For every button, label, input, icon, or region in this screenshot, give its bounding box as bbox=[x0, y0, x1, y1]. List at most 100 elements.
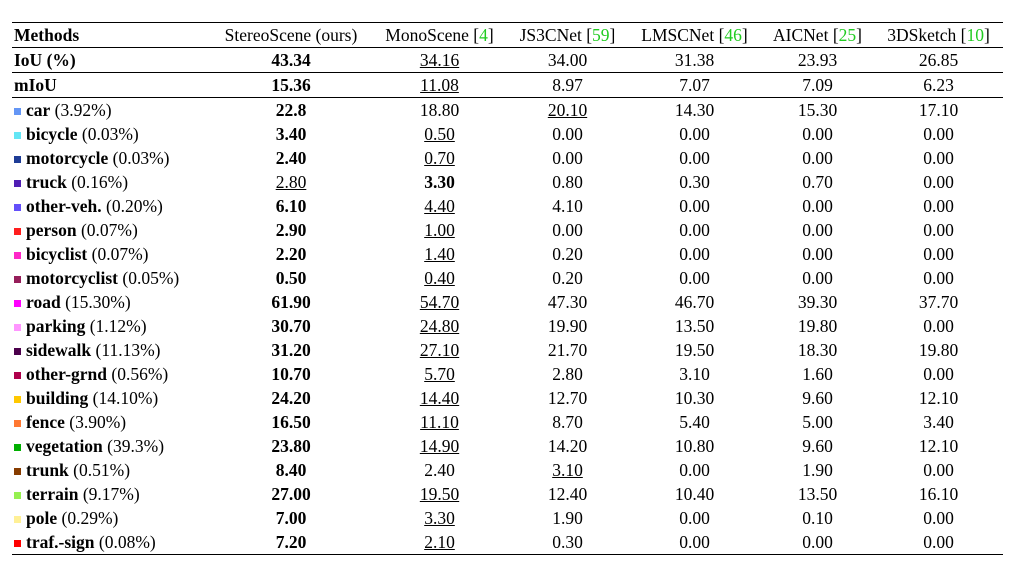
value: 0.50 bbox=[275, 268, 307, 288]
value-cell: 5.40 bbox=[628, 410, 761, 434]
value-cell: 0.00 bbox=[761, 218, 874, 242]
value-cell: 2.40 bbox=[372, 458, 507, 482]
method-header: StereoScene (ours) bbox=[210, 22, 372, 48]
value: 3.30 bbox=[424, 172, 455, 192]
value-cell: 5.70 bbox=[372, 362, 507, 386]
value-cell: 0.00 bbox=[628, 266, 761, 290]
value: 0.00 bbox=[802, 124, 833, 144]
value: 0.00 bbox=[802, 244, 833, 264]
value: 0.00 bbox=[923, 244, 954, 264]
value: 0.00 bbox=[802, 196, 833, 216]
value: 0.00 bbox=[923, 220, 954, 240]
value: 16.10 bbox=[918, 484, 959, 504]
value: 5.00 bbox=[802, 412, 833, 432]
value-cell: 17.10 bbox=[874, 98, 1003, 123]
value: 7.00 bbox=[275, 508, 307, 528]
value: 43.34 bbox=[271, 50, 311, 70]
value: 34.00 bbox=[547, 50, 588, 70]
class-frequency: (3.92%) bbox=[54, 100, 112, 120]
value-cell: 11.10 bbox=[372, 410, 507, 434]
value-cell: 8.97 bbox=[507, 72, 628, 98]
value: 7.09 bbox=[802, 75, 833, 95]
value: 2.80 bbox=[552, 364, 583, 384]
class-name: motorcyclist bbox=[26, 268, 119, 288]
value-cell: 19.80 bbox=[874, 338, 1003, 362]
bracket: ] bbox=[487, 25, 494, 45]
value-cell: 8.40 bbox=[210, 458, 372, 482]
value-cell: 0.30 bbox=[628, 170, 761, 194]
value: 27.10 bbox=[419, 340, 460, 360]
value: 2.80 bbox=[275, 172, 307, 192]
class-row: truck (0.16%) 2.80 3.30 0.80 0.30 0.70 0.00 bbox=[12, 170, 1003, 194]
class-name: trunk bbox=[26, 460, 69, 480]
class-row: parking (1.12%) 30.70 24.80 19.90 13.50 19.80… bbox=[12, 314, 1003, 338]
class-frequency: (0.07%) bbox=[80, 220, 138, 240]
value: 0.70 bbox=[424, 148, 455, 168]
value-cell: 0.00 bbox=[874, 122, 1003, 146]
class-frequency: (0.20%) bbox=[106, 196, 163, 216]
value-cell: 21.70 bbox=[507, 338, 628, 362]
value-cell: 0.00 bbox=[874, 362, 1003, 386]
value-cell: 1.60 bbox=[761, 362, 874, 386]
citation: 25 bbox=[838, 25, 857, 45]
value-cell: 22.8 bbox=[210, 98, 372, 123]
value-cell: 12.70 bbox=[507, 386, 628, 410]
value: 1.00 bbox=[424, 220, 455, 240]
value: 9.60 bbox=[802, 388, 833, 408]
value: 0.00 bbox=[802, 220, 833, 240]
value-cell: 61.90 bbox=[210, 290, 372, 314]
bracket: [ bbox=[586, 25, 593, 45]
value: 19.50 bbox=[674, 340, 715, 360]
method-header: AICNet [25] bbox=[761, 22, 874, 48]
class-name: terrain bbox=[26, 484, 79, 504]
class-name: bicycle bbox=[26, 124, 78, 144]
class-color bbox=[14, 468, 21, 475]
value-cell: 0.50 bbox=[372, 122, 507, 146]
value-cell: 6.23 bbox=[874, 72, 1003, 98]
value-cell: 0.50 bbox=[210, 266, 372, 290]
value-cell: 0.70 bbox=[372, 146, 507, 170]
value-cell: 0.70 bbox=[761, 170, 874, 194]
value-cell: 19.80 bbox=[761, 314, 874, 338]
bracket: ] bbox=[741, 25, 748, 45]
value: 2.10 bbox=[424, 532, 455, 552]
value-cell: 37.70 bbox=[874, 290, 1003, 314]
value: 0.00 bbox=[802, 268, 833, 288]
value: 20.10 bbox=[547, 100, 588, 120]
class-row: motorcyclist (0.05%) 0.50 0.40 0.20 0.00 0.00… bbox=[12, 266, 1003, 290]
value-cell: 0.00 bbox=[507, 122, 628, 146]
row-label: vegetation (39.3%) bbox=[12, 434, 210, 458]
value-cell: 0.00 bbox=[761, 530, 874, 555]
citation: 46 bbox=[724, 25, 742, 45]
class-row: sidewalk (11.13%) 31.20 27.10 21.70 19.50 18.… bbox=[12, 338, 1003, 362]
value-cell: 4.10 bbox=[507, 194, 628, 218]
row-label: other-grnd (0.56%) bbox=[12, 362, 210, 386]
value: 0.00 bbox=[923, 364, 954, 384]
class-frequency: (0.05%) bbox=[122, 268, 180, 288]
value-cell: 10.80 bbox=[628, 434, 761, 458]
value-cell: 46.70 bbox=[628, 290, 761, 314]
value-cell: 0.00 bbox=[874, 314, 1003, 338]
class-frequency: (0.03%) bbox=[112, 148, 170, 168]
value-cell: 10.30 bbox=[628, 386, 761, 410]
value-cell: 12.10 bbox=[874, 386, 1003, 410]
row-label: sidewalk (11.13%) bbox=[12, 338, 210, 362]
class-name: fence bbox=[26, 412, 65, 432]
value-cell: 10.70 bbox=[210, 362, 372, 386]
value: 27.00 bbox=[271, 484, 311, 504]
value: 0.80 bbox=[552, 172, 583, 192]
row-label: trunk (0.51%) bbox=[12, 458, 210, 482]
class-name: building bbox=[26, 388, 89, 408]
value-cell: 0.00 bbox=[874, 218, 1003, 242]
value: 19.80 bbox=[918, 340, 959, 360]
value: 31.20 bbox=[271, 340, 311, 360]
value-cell: 5.00 bbox=[761, 410, 874, 434]
value-cell: 4.40 bbox=[372, 194, 507, 218]
class-frequency: (0.51%) bbox=[73, 460, 131, 480]
value: 3.40 bbox=[275, 124, 307, 144]
class-row: terrain (9.17%) 27.00 19.50 12.40 10.40 13.50… bbox=[12, 482, 1003, 506]
class-color bbox=[14, 108, 21, 115]
value-cell: 2.20 bbox=[210, 242, 372, 266]
class-color bbox=[14, 516, 21, 523]
